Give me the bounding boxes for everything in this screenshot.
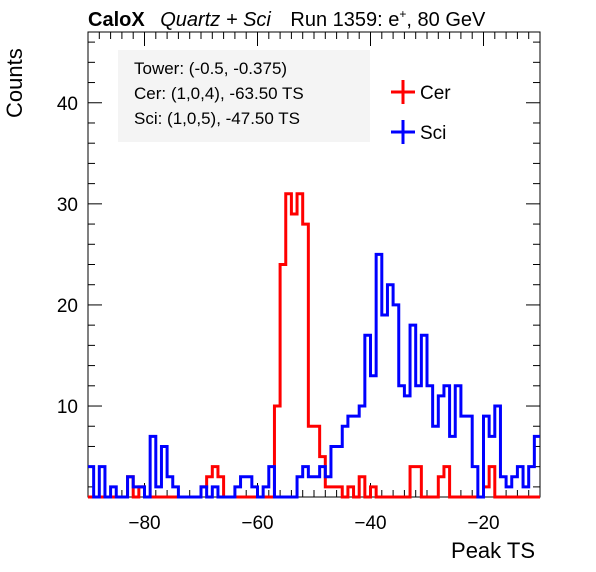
title-experiment: CaloX xyxy=(88,9,145,31)
title-run-prefix: Run 1359: e xyxy=(290,9,399,31)
series-cer-histogram xyxy=(88,192,540,499)
chart-title: CaloX Quartz + Sci Run 1359: e+, 80 GeV xyxy=(88,7,486,31)
title-run-suffix: , 80 GeV xyxy=(406,9,486,31)
info-cer: Cer: (1,0,4), -63.50 TS xyxy=(134,84,304,103)
title-run-sup: + xyxy=(399,7,406,21)
series-sci-histogram xyxy=(88,252,540,499)
y-tick-labels: 10 20 30 40 xyxy=(57,94,78,418)
y-tick-label: 20 xyxy=(57,296,78,317)
legend-sci-label: Sci xyxy=(420,123,446,144)
info-box-bg xyxy=(118,50,370,142)
info-box: Tower: (-0.5, -0.375) Cer: (1,0,4), -63.… xyxy=(118,50,370,142)
x-tick-label: −60 xyxy=(241,513,273,534)
info-tower: Tower: (-0.5, -0.375) xyxy=(134,59,287,78)
x-tick-label: −40 xyxy=(354,513,386,534)
legend-cer-label: Cer xyxy=(420,83,451,104)
legend-cer-marker xyxy=(391,80,415,104)
y-tick-label: 40 xyxy=(57,94,78,115)
y-tick-label: 30 xyxy=(57,195,78,216)
x-tick-label: −20 xyxy=(467,513,499,534)
plot-area: −80 −60 −40 −20 10 20 30 40 xyxy=(57,31,541,534)
y-axis-title: Counts xyxy=(2,48,27,118)
legend-sci-marker xyxy=(391,120,415,144)
info-sci: Sci: (1,0,5), -47.50 TS xyxy=(134,109,300,128)
axis-ticks xyxy=(88,32,540,497)
legend: Cer Sci xyxy=(391,80,451,144)
x-tick-label: −80 xyxy=(128,513,160,534)
x-axis-title: Peak TS xyxy=(451,538,535,563)
y-tick-label: 10 xyxy=(57,397,78,418)
title-config: Quartz + Sci xyxy=(160,9,271,31)
x-tick-labels: −80 −60 −40 −20 xyxy=(128,513,499,534)
